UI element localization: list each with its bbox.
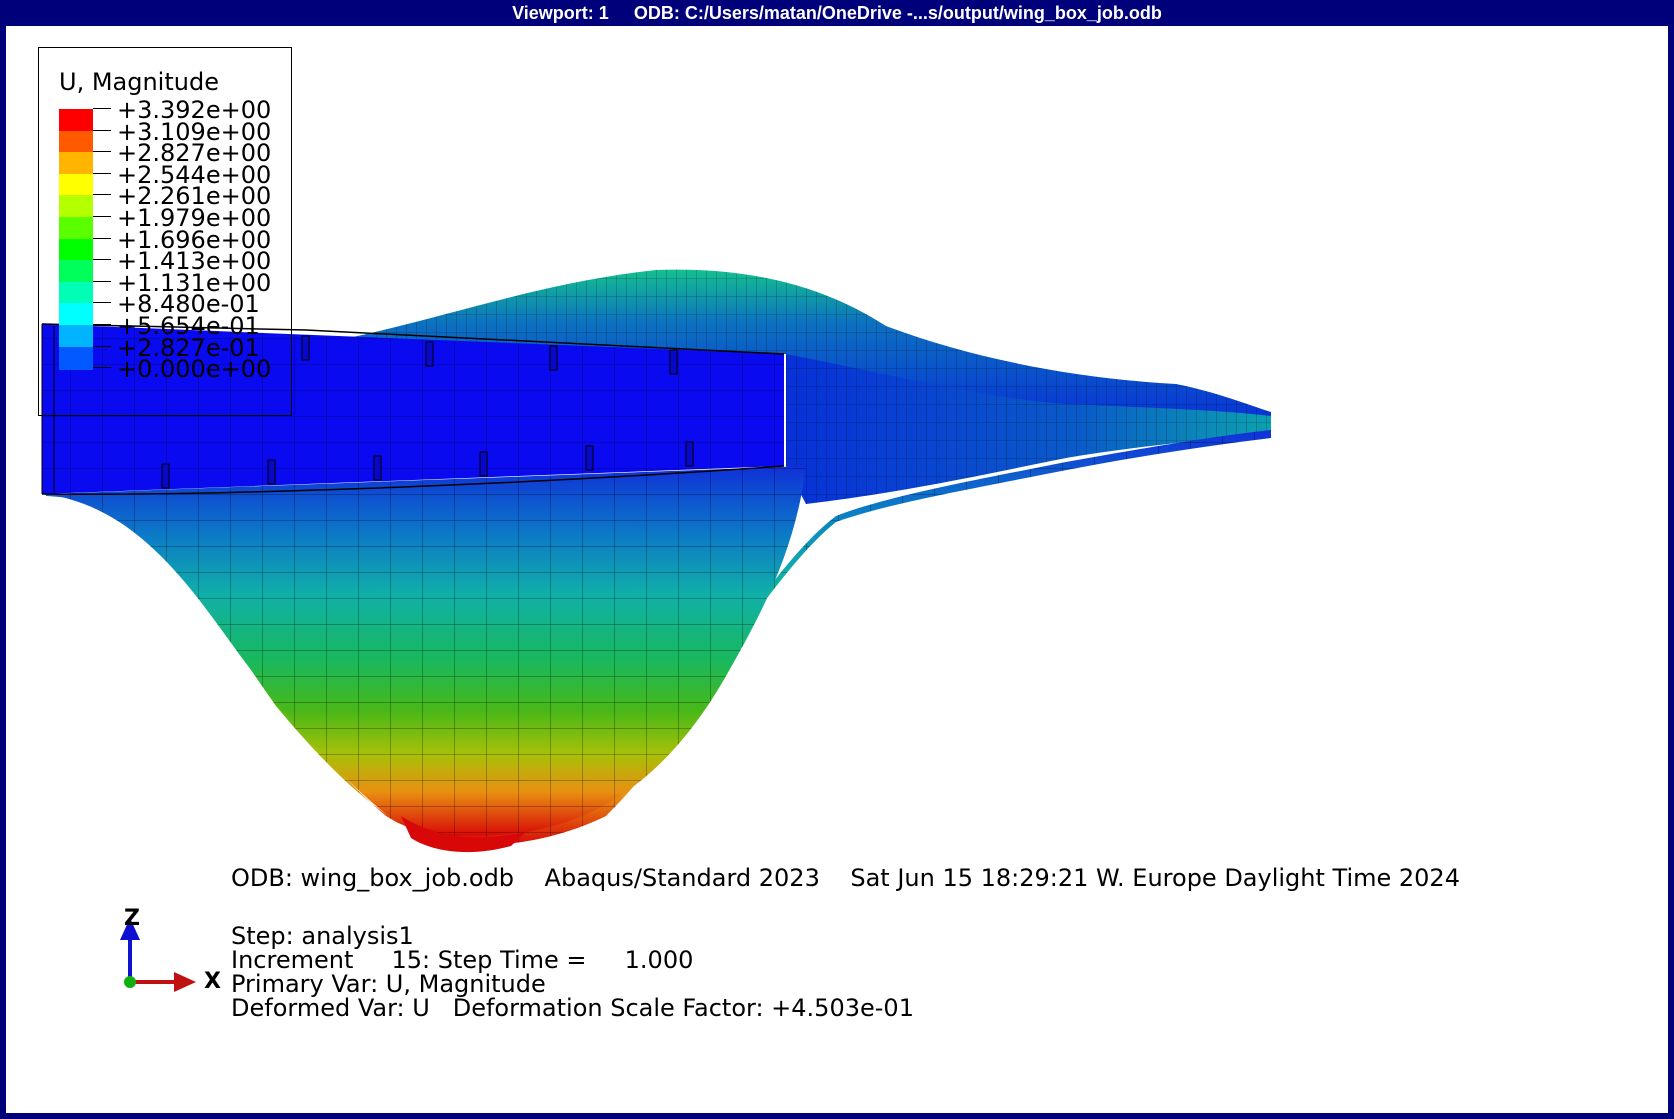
viewport-title-bar: Viewport: 1 ODB: C:/Users/matan/OneDrive… — [0, 0, 1674, 26]
legend-value: +3.392e+00 — [117, 96, 272, 124]
viewport-canvas[interactable]: U, Magnitude +3.392e+00 +3.109e+00 +2.827e… — [6, 26, 1668, 1113]
legend-color-swatch — [59, 130, 93, 154]
legend-color-swatch — [59, 217, 93, 240]
legend-color-swatch — [59, 152, 93, 176]
legend-value: +2.261e+00 — [117, 182, 272, 211]
legend-color-swatch — [59, 325, 93, 348]
spar-top-edge — [41, 323, 785, 355]
odb-path: ODB: C:/Users/matan/OneDrive -...s/outpu… — [633, 3, 1162, 23]
legend-value: +2.544e+00 — [117, 160, 272, 189]
legend-tick — [93, 367, 111, 369]
spar-stiffeners — [161, 335, 694, 489]
primary-var-info: Primary Var: U, Magnitude — [231, 970, 546, 998]
deformed-wing-model[interactable] — [6, 26, 1668, 1113]
legend-tick — [93, 237, 111, 239]
increment-info: Increment 15: Step Time = 1.000 — [231, 946, 694, 974]
legend-tick — [93, 172, 111, 174]
legend-color-swatch — [59, 238, 93, 262]
deformed-var-info: Deformed Var: U Deformation Scale Factor… — [231, 994, 914, 1022]
legend-title: U, Magnitude — [59, 68, 219, 96]
legend-value: +1.979e+00 — [117, 204, 272, 232]
legend-value: +0.000e+00 — [117, 355, 272, 384]
contour-legend: U, Magnitude +3.392e+00 +3.109e+00 +2.827e… — [38, 47, 292, 416]
legend-value: +1.131e+00 — [117, 268, 272, 297]
step-info: Step: analysis1 — [231, 922, 414, 950]
z-axis-label: Z — [124, 906, 140, 931]
legend-tick — [93, 129, 111, 131]
legend-value: +5.654e-01 — [117, 312, 260, 340]
legend-value: +2.827e+00 — [117, 139, 272, 168]
legend-tick — [93, 259, 111, 261]
legend-color-swatch — [59, 303, 93, 327]
odb-info-line: ODB: wing_box_job.odb Abaqus/Standard 20… — [231, 864, 1460, 892]
legend-value: +3.109e+00 — [117, 117, 272, 146]
legend-color-swatch — [59, 109, 93, 132]
legend-value: +8.480e-01 — [117, 290, 260, 319]
legend-color-swatch — [59, 195, 93, 219]
legend-color-swatch — [59, 346, 93, 370]
legend-tick — [93, 345, 111, 347]
legend-color-swatch — [59, 281, 93, 305]
legend-tick — [93, 280, 111, 282]
legend-tick — [93, 194, 111, 196]
axis-triad: Z X — [120, 906, 221, 994]
legend-value: +1.413e+00 — [117, 247, 272, 276]
legend-color-swatch — [59, 260, 93, 284]
legend-tick — [93, 108, 111, 109]
legend-value: +2.827e-01 — [117, 333, 260, 362]
legend-value: +1.696e+00 — [117, 225, 272, 254]
legend-tick — [93, 216, 111, 217]
x-axis-label: X — [204, 969, 221, 994]
max-displacement-tip — [401, 816, 526, 853]
legend-color-swatch — [59, 173, 93, 197]
viewport-label: Viewport: 1 — [512, 3, 609, 23]
legend-tick — [93, 151, 111, 153]
legend-tick — [93, 302, 111, 304]
legend-tick — [93, 324, 111, 325]
